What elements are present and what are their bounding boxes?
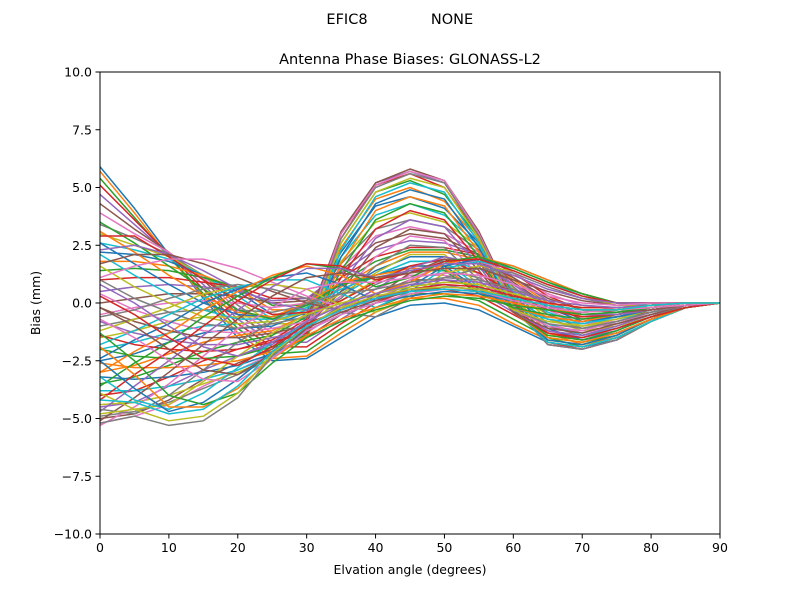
series-line-45 xyxy=(99,244,721,316)
y-tick-label: −2.5 xyxy=(62,353,92,368)
x-tick-label: 80 xyxy=(643,540,659,555)
series-line-38 xyxy=(99,244,721,330)
y-tick-label: −7.5 xyxy=(62,469,92,484)
suptitle-left: EFIC8 xyxy=(326,12,367,28)
x-axis: 0 10 20 30 40 50 60 70 80 90 xyxy=(96,534,728,555)
x-tick-label: 10 xyxy=(161,540,177,555)
x-tick-label: 30 xyxy=(299,540,315,555)
x-tick-label: 40 xyxy=(368,540,384,555)
chart-title: Antenna Phase Biases: GLONASS-L2 xyxy=(279,52,541,68)
y-axis: −10.0 −7.5 −5.0 −2.5 0.0 2.5 5.0 7.5 10.0 xyxy=(54,65,100,542)
x-tick-label: 70 xyxy=(574,540,590,555)
y-tick-label: 5.0 xyxy=(72,180,92,195)
y-tick-label: 2.5 xyxy=(72,238,92,253)
suptitle-right: NONE xyxy=(431,12,473,28)
y-tick-label: −10.0 xyxy=(54,527,92,542)
series-line-65 xyxy=(99,279,720,357)
series-line-28 xyxy=(99,172,721,417)
y-tick-label: −5.0 xyxy=(62,411,92,426)
series-line-36 xyxy=(99,228,721,339)
series-line-31 xyxy=(99,189,721,380)
series-line-34 xyxy=(99,209,721,353)
x-tick-label: 20 xyxy=(230,540,246,555)
x-tick-label: 50 xyxy=(436,540,452,555)
x-axis-label: Elvation angle (degrees) xyxy=(333,562,486,577)
x-tick-label: 60 xyxy=(505,540,521,555)
series-line-70 xyxy=(99,288,720,415)
series-line-32 xyxy=(99,195,721,369)
series-line-55 xyxy=(99,262,720,413)
series-line-63 xyxy=(99,295,720,406)
x-tick-label: 0 xyxy=(96,540,104,555)
series-layer xyxy=(99,166,721,427)
x-tick-label: 90 xyxy=(712,540,728,555)
series-line-57 xyxy=(99,272,720,427)
y-tick-label: 0.0 xyxy=(72,296,92,311)
y-tick-label: 10.0 xyxy=(64,65,92,80)
y-tick-label: 7.5 xyxy=(72,122,92,137)
y-axis-label: Bias (mm) xyxy=(28,271,43,335)
